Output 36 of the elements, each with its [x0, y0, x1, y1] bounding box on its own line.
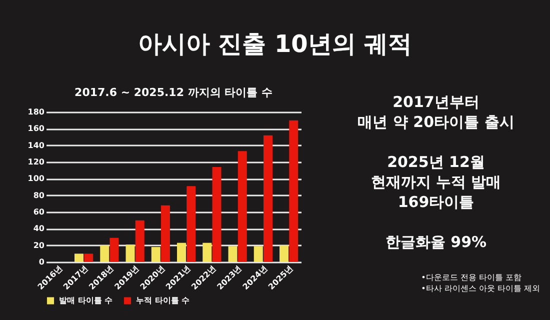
bar [135, 220, 144, 262]
text: 2025년 12월 현재까지 누적 발매 169타이틀 [370, 152, 502, 212]
bar [110, 238, 119, 262]
bar [202, 242, 212, 262]
bar [238, 151, 247, 262]
bar [264, 135, 273, 262]
bar [186, 186, 196, 262]
chart-title: 아시아 진출 10년의 궤적 [136, 29, 414, 60]
y-tick-label: 20 [33, 240, 45, 250]
text: •다운로드 전용 타이틀 포함 •타사 라이센스 아웃 타이틀 제외 [421, 272, 540, 294]
bar [126, 244, 135, 262]
bar [160, 205, 170, 262]
y-tick-label: 60 [33, 208, 45, 216]
y-tick-label: 100 [28, 174, 45, 184]
bar [177, 242, 186, 262]
bar [74, 254, 84, 262]
y-tick-label: 160 [28, 124, 45, 134]
bar [151, 247, 160, 262]
legend-label: 발매 타이틀 수 [59, 296, 113, 305]
bar [84, 254, 94, 262]
y-tick-label: 180 [28, 108, 45, 116]
bar [212, 167, 222, 262]
bar [289, 120, 298, 262]
bar [228, 246, 238, 262]
y-tick-label: 120 [28, 158, 45, 166]
text: 2017년부터 매년 약 20타이틀 출시 [356, 92, 516, 132]
text: 한글화율 99% [384, 232, 488, 252]
bar [100, 245, 110, 262]
y-tick-label: 140 [28, 140, 45, 150]
chart-subtitle: 2017.6 ~ 2025.12 까지의 타이틀 수 [74, 86, 272, 99]
y-tick-label: 0 [38, 258, 45, 266]
bar [280, 245, 289, 262]
bar [254, 246, 263, 262]
legend-label: 누적 타이틀 수 [136, 296, 190, 305]
y-tick-label: 80 [33, 190, 45, 200]
y-tick-label: 40 [33, 224, 45, 234]
